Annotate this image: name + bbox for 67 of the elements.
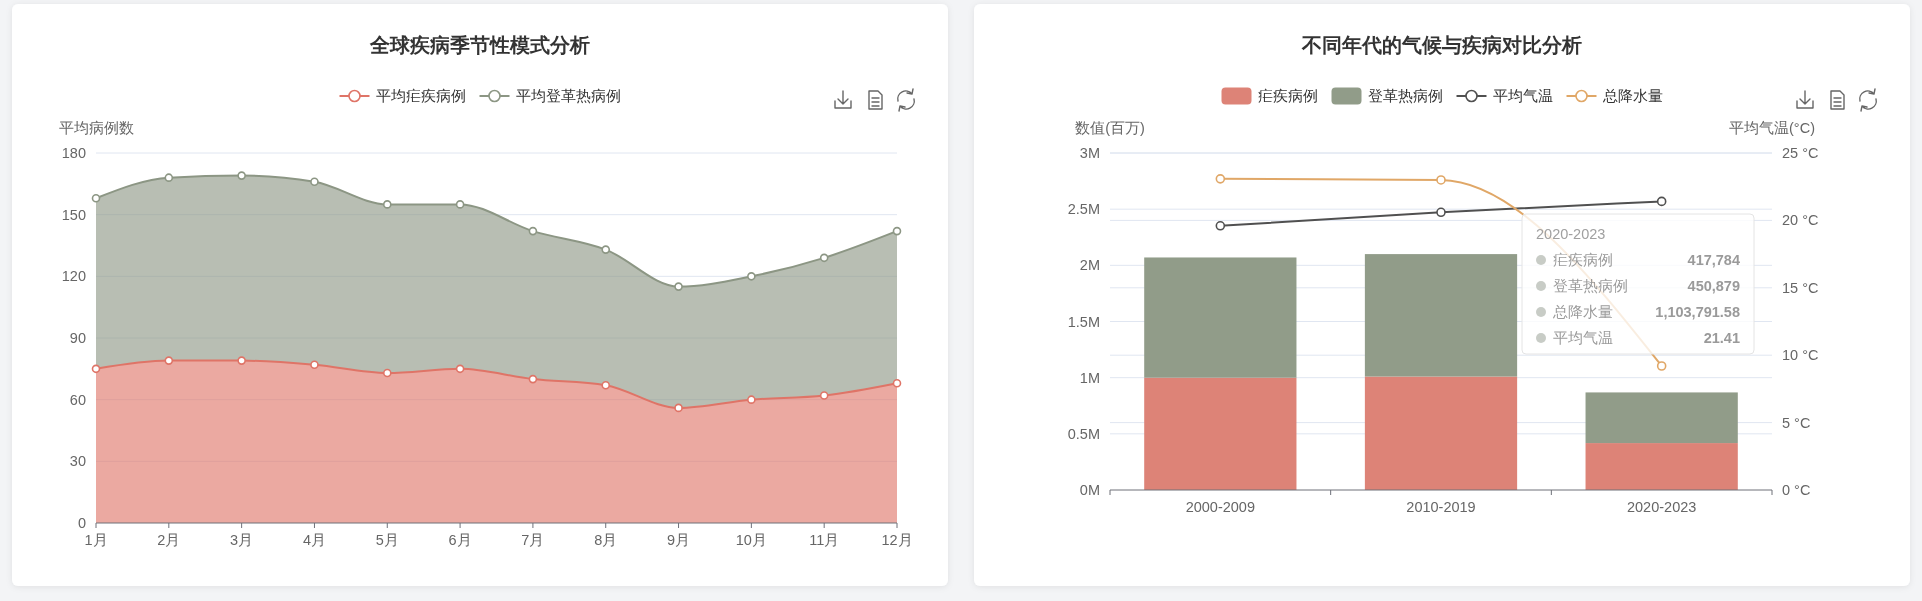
x-tick-label: 2月 bbox=[157, 532, 181, 548]
x-tick-label: 12月 bbox=[881, 532, 913, 548]
x-tick-label: 9月 bbox=[667, 532, 691, 548]
x-tick-label: 6月 bbox=[448, 532, 472, 548]
annotation: 登革热病例 bbox=[1553, 278, 1628, 294]
point bbox=[1656, 196, 1667, 207]
y-tick-label: 180 bbox=[61, 145, 86, 161]
x-tick-label: 4月 bbox=[302, 532, 326, 548]
x-tick-label: 8月 bbox=[594, 532, 618, 548]
point bbox=[1436, 207, 1446, 218]
y-tick-label: 1M bbox=[1079, 369, 1100, 386]
annotation: 21.41 bbox=[1703, 330, 1740, 346]
y-axis-title: 数值(百万) bbox=[1075, 120, 1145, 136]
annotation: 总降水量 bbox=[1552, 304, 1613, 320]
bar bbox=[1364, 376, 1518, 490]
y-tick-label: 150 bbox=[61, 206, 86, 223]
point bbox=[1215, 174, 1226, 184]
annotation: 2020-2023 bbox=[1536, 226, 1606, 242]
legend-label: 平均登革热病例 bbox=[515, 88, 621, 104]
y2-tick-label: 5 °C bbox=[1782, 414, 1811, 431]
y-tick-label: 30 bbox=[69, 453, 86, 470]
y-tick-label: 3M bbox=[1079, 145, 1100, 161]
y-tick-label: 60 bbox=[69, 391, 86, 408]
y2-axis-title: 平均气温(°C) bbox=[1729, 120, 1815, 136]
y-tick-label: 2M bbox=[1079, 257, 1100, 274]
y2-tick-label: 0 °C bbox=[1782, 482, 1811, 498]
annotation: 450,879 bbox=[1687, 278, 1740, 294]
x-tick-label: 10月 bbox=[735, 532, 767, 548]
chart-title: 全球疾病季节性模式分析 bbox=[369, 34, 590, 56]
chart-title: 不同年代的气候与疾病对比分析 bbox=[1301, 34, 1582, 56]
point bbox=[1436, 175, 1446, 185]
x-tick-label: 1月 bbox=[84, 532, 108, 548]
y-tick-label: 1.5M bbox=[1067, 313, 1100, 330]
y2-tick-label: 10 °C bbox=[1782, 347, 1819, 364]
y-tick-label: 2.5M bbox=[1067, 201, 1100, 218]
y-tick-label: 120 bbox=[61, 268, 86, 285]
legend-label: 总降水量 bbox=[1601, 88, 1663, 104]
y2-tick-label: 20 °C bbox=[1782, 212, 1819, 229]
legend-label: 疟疾病例 bbox=[1257, 88, 1318, 104]
y-tick-label: 0 bbox=[77, 515, 86, 531]
annotation: 疟疾病例 bbox=[1553, 252, 1613, 268]
y-tick-label: 0.5M bbox=[1067, 425, 1100, 442]
y-axis-title: 平均病例数 bbox=[58, 120, 134, 136]
x-tick-label: 2000-2009 bbox=[1185, 499, 1256, 515]
x-tick-label: 5月 bbox=[375, 532, 399, 548]
y2-tick-label: 25 °C bbox=[1782, 145, 1819, 161]
annotation: 1,103,791.58 bbox=[1655, 304, 1740, 320]
point bbox=[1656, 361, 1667, 371]
x-tick-label: 2020-2023 bbox=[1626, 499, 1697, 515]
legend-label: 平均疟疾病例 bbox=[375, 88, 466, 104]
annotation: 平均气温 bbox=[1553, 330, 1613, 346]
bar bbox=[1585, 443, 1738, 490]
x-tick-label: 11月 bbox=[809, 532, 840, 548]
x-tick-label: 2010-2019 bbox=[1406, 499, 1476, 515]
y-tick-label: 90 bbox=[69, 330, 86, 346]
bar bbox=[1364, 254, 1518, 377]
bar bbox=[1144, 257, 1297, 378]
x-tick-label: 3月 bbox=[230, 532, 254, 548]
bar bbox=[1144, 377, 1297, 490]
x-tick-label: 7月 bbox=[521, 532, 545, 548]
legend-label: 登革热病例 bbox=[1367, 88, 1443, 104]
legend-label: 平均气温 bbox=[1492, 88, 1553, 104]
y-tick-label: 0M bbox=[1079, 482, 1100, 498]
point bbox=[1215, 220, 1226, 231]
y2-tick-label: 15 °C bbox=[1782, 279, 1819, 296]
annotation: 417,784 bbox=[1687, 252, 1740, 268]
bar bbox=[1585, 392, 1738, 444]
